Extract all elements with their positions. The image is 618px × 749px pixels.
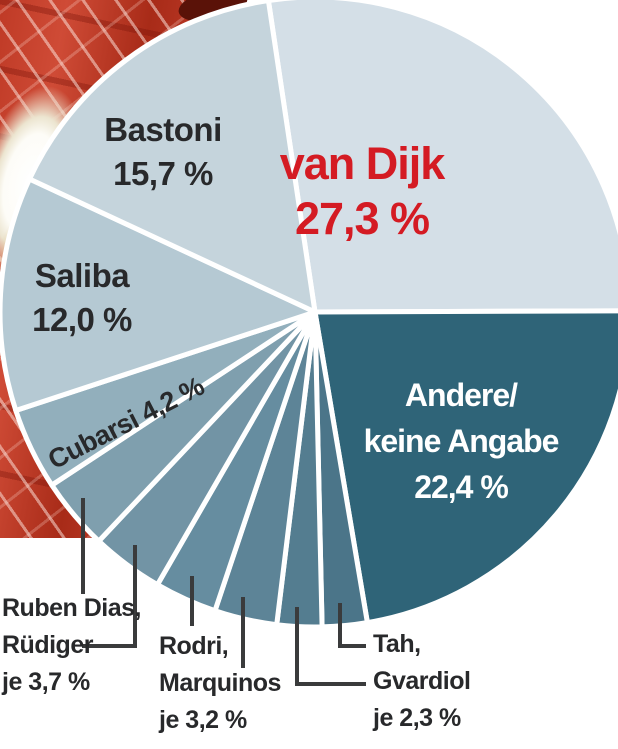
label-rodri-line2: Marquinos <box>159 669 281 697</box>
label-andere-line1: Andere/ <box>404 377 518 413</box>
label-tah-value: je 2,3 % <box>373 704 461 732</box>
label-tah-gvardiol: Tah, Gvardiol je 2,3 % <box>373 626 471 737</box>
label-rodri-value: je 3,2 % <box>159 706 247 734</box>
label-ruben-dias-ruediger: Ruben Dias, Rüdiger je 3,7 % <box>2 590 141 701</box>
callout-line-gvardiol <box>295 607 366 686</box>
label-van-dijk: van Dijk 27,3 % <box>252 136 472 246</box>
label-ruben-dias-line2: Rüdiger <box>2 631 93 659</box>
label-saliba-value: 12,0 % <box>32 301 132 338</box>
label-andere-value: 22,4 % <box>414 469 509 505</box>
label-tah-line2: Gvardiol <box>373 667 471 695</box>
label-van-dijk-name: van Dijk <box>279 138 446 189</box>
pie-slice-van-dijk <box>265 0 618 315</box>
label-rodri-marquinos: Rodri, Marquinos je 3,2 % <box>159 628 281 739</box>
label-ruben-dias-line1: Ruben Dias, <box>2 594 141 622</box>
label-bastoni: Bastoni 15,7 % <box>88 108 238 196</box>
callout-line-ruediger <box>82 545 137 648</box>
pie-slice-andere <box>312 308 618 626</box>
label-rodri-line1: Rodri, <box>159 632 229 660</box>
label-tah-line1: Tah, <box>373 630 421 658</box>
label-bastoni-value: 15,7 % <box>113 155 213 192</box>
label-ruben-dias-value: je 3,7 % <box>2 668 90 696</box>
label-andere-keine-angabe: Andere/ keine Angabe 22,4 % <box>356 372 566 510</box>
pie-slice-saliba <box>0 176 318 413</box>
label-andere-line2: keine Angabe <box>363 423 560 459</box>
label-bastoni-name: Bastoni <box>104 111 222 148</box>
callout-line-tah <box>338 603 366 648</box>
label-saliba: Saliba 12,0 % <box>7 254 157 342</box>
label-saliba-name: Saliba <box>34 257 130 294</box>
pie-slice-bastoni <box>27 0 318 315</box>
label-van-dijk-value: 27,3 % <box>294 193 430 244</box>
